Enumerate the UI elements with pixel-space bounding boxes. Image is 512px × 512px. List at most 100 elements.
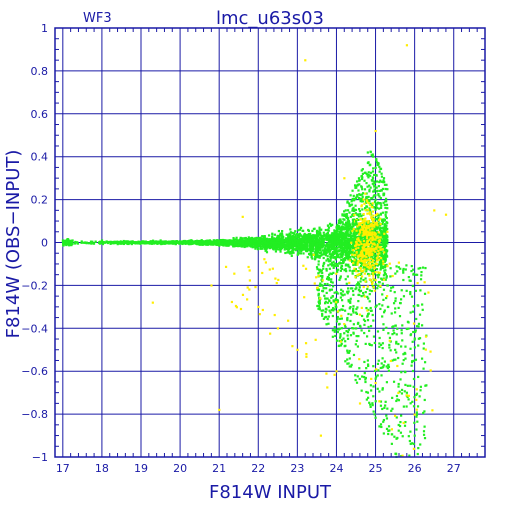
- scatter-point: [134, 241, 137, 244]
- scatter-point: [316, 267, 319, 271]
- scatter-point: [370, 224, 373, 228]
- scatter-point: [380, 227, 383, 230]
- scatter-point: [308, 232, 311, 236]
- scatter-point: [382, 420, 385, 423]
- scatter-point: [358, 210, 362, 213]
- scatter-point: [174, 242, 177, 246]
- scatter-point: [379, 404, 383, 407]
- scatter-point: [288, 244, 292, 248]
- scatter-point: [341, 253, 344, 256]
- scatter-point: [371, 272, 374, 275]
- scatter-point: [385, 381, 389, 384]
- scatter-point: [411, 284, 414, 288]
- scatter-point: [348, 266, 351, 269]
- scatter-point: [336, 328, 339, 331]
- scatter-point: [302, 238, 305, 241]
- scatter-point: [344, 326, 347, 329]
- scatter-point: [353, 231, 357, 234]
- scatter-point: [294, 230, 297, 233]
- scatter-point: [348, 269, 351, 272]
- scatter-point: [370, 255, 374, 258]
- scatter-point: [352, 245, 355, 248]
- scatter-point: [125, 241, 128, 244]
- scatter-point: [355, 251, 358, 254]
- scatter-point: [368, 204, 371, 207]
- scatter-point: [373, 369, 377, 372]
- scatter-point: [355, 327, 358, 330]
- scatter-point: [381, 315, 384, 318]
- scatter-point: [375, 174, 378, 177]
- scatter-point: [357, 189, 360, 192]
- scatter-point: [197, 241, 200, 244]
- scatter-point: [391, 325, 394, 329]
- scatter-point: [395, 399, 398, 403]
- scatter-point: [374, 194, 377, 197]
- scatter-point: [315, 235, 319, 238]
- scatter-point: [310, 254, 313, 257]
- scatter-point: [372, 335, 376, 338]
- scatter-point: [369, 249, 372, 252]
- scatter-point: [337, 225, 341, 228]
- scatter-point: [331, 247, 335, 250]
- scatter-point: [411, 442, 414, 445]
- scatter-point: [412, 330, 415, 334]
- scatter-point: [356, 306, 359, 309]
- scatter-point: [335, 228, 339, 231]
- scatter-point: [285, 243, 288, 246]
- scatter-point: [378, 170, 381, 173]
- scatter-point: [376, 374, 379, 377]
- scatter-point: [318, 242, 321, 245]
- scatter-point: [369, 257, 373, 260]
- scatter-point: [386, 188, 389, 191]
- scatter-point: [297, 241, 300, 244]
- scatter-point: [352, 263, 355, 267]
- scatter-point: [386, 234, 389, 237]
- scatter-point: [357, 288, 360, 291]
- scatter-point: [103, 241, 106, 244]
- scatter-point: [255, 244, 259, 247]
- scatter-point: [136, 241, 140, 244]
- scatter-point: [87, 242, 91, 245]
- scatter-point: [378, 303, 381, 306]
- scatter-point: [290, 238, 293, 241]
- scatter-point: [345, 245, 348, 248]
- scatter-point: [324, 300, 327, 303]
- scatter-point: [357, 213, 360, 216]
- scatter-point: [400, 289, 403, 292]
- scatter-point: [276, 327, 280, 330]
- scatter-point: [407, 327, 410, 330]
- scatter-point: [379, 256, 383, 260]
- scatter-point: [345, 221, 348, 224]
- scatter-point: [390, 409, 393, 412]
- scatter-point: [348, 249, 352, 252]
- scatter-point: [405, 405, 408, 408]
- scatter-point: [364, 264, 367, 267]
- scatter-point: [332, 252, 336, 256]
- scatter-point: [328, 250, 331, 253]
- scatter-point: [365, 222, 368, 226]
- scatter-point: [325, 252, 328, 255]
- scatter-point: [364, 380, 367, 384]
- scatter-point: [385, 229, 388, 232]
- scatter-point: [330, 296, 333, 299]
- scatter-point: [422, 342, 425, 345]
- scatter-point: [372, 277, 375, 280]
- scatter-point: [363, 223, 366, 226]
- scatter-point: [274, 250, 278, 253]
- scatter-point: [165, 241, 168, 244]
- scatter-point: [310, 245, 313, 248]
- scatter-point: [280, 243, 283, 246]
- scatter-point: [336, 246, 339, 249]
- scatter-point: [416, 281, 419, 285]
- scatter-point: [329, 311, 332, 314]
- scatter-point: [345, 212, 348, 216]
- scatter-point: [382, 311, 386, 314]
- scatter-point: [344, 360, 347, 363]
- scatter-point: [355, 284, 358, 287]
- scatter-point: [375, 221, 379, 224]
- scatter-point: [382, 177, 386, 180]
- scatter-point: [355, 339, 358, 342]
- scatter-point: [367, 364, 370, 368]
- scatter-point: [377, 231, 380, 234]
- scatter-point: [382, 265, 385, 269]
